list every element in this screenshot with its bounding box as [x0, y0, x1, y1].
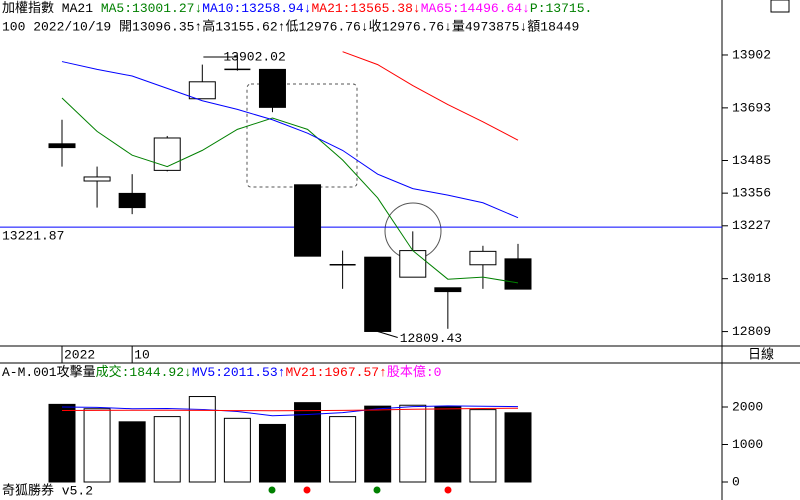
signal-dot — [444, 486, 452, 494]
volume-bar — [469, 409, 497, 483]
signal-dot — [303, 486, 311, 494]
volume-bar — [399, 404, 427, 483]
legend-entry: 成交:1844.92↓ — [96, 364, 192, 380]
candle-body — [258, 68, 286, 108]
volume-bar — [223, 417, 251, 483]
candle-body — [83, 176, 111, 182]
y-tick-label: 2000 — [732, 399, 763, 414]
volume-bar — [329, 416, 357, 483]
footer: 奇狐勝券 v5.2 — [2, 482, 93, 498]
header-line: 加權指數 MA21 MA5:13001.27↓MA10:13258.94↓MA2… — [2, 1, 592, 16]
legend-entry: MA5:13001.27↓ — [101, 1, 202, 16]
candle-body — [118, 192, 146, 209]
signal-dot — [373, 486, 381, 494]
volume-bar — [504, 412, 532, 483]
annotation: 12809.43 — [400, 331, 462, 346]
candle-body — [434, 287, 462, 293]
legend-entry: MA21:13565.38↓ — [311, 1, 420, 16]
ma-line — [61, 97, 519, 284]
window-icon[interactable] — [770, 0, 790, 13]
candle-body — [469, 250, 497, 266]
volume-bar — [364, 405, 392, 483]
ma-line — [342, 51, 519, 141]
volume-bar — [434, 406, 462, 483]
volume-bar — [48, 403, 76, 483]
ma-line — [61, 407, 519, 412]
candle-body — [294, 184, 322, 257]
y-tick-label: 13693 — [732, 100, 771, 115]
annotation-leader — [377, 330, 398, 338]
volume-header: A-M.001攻擊量成交:1844.92↓MV5:2011.53↑MV21:19… — [2, 364, 441, 380]
legend-entry: MA10:13258.94↓ — [202, 1, 311, 16]
title: 加權指數 MA21 — [2, 1, 93, 16]
ma-line — [61, 405, 519, 417]
y-tick-label: 13356 — [732, 186, 771, 201]
candle-body — [188, 81, 216, 100]
indicator: 股本億:0 — [387, 364, 442, 380]
candle-body — [399, 250, 427, 278]
volume-bar — [258, 423, 286, 483]
volume-title: A-M.001攻擊量 — [2, 364, 96, 380]
candle-body — [364, 256, 392, 332]
y-tick-label: 13902 — [732, 47, 771, 62]
volume-bar — [153, 416, 181, 483]
annotation: 13902.02 — [223, 49, 285, 64]
y-tick-label: 0 — [732, 474, 740, 489]
y-tick-label: 13227 — [732, 218, 771, 233]
volume-bar — [118, 421, 146, 483]
candle-body — [153, 137, 181, 171]
info-line: 100 2022/10/19 開13096.35↑高13155.62↑低1297… — [2, 18, 579, 34]
x-tick-label: 2022 — [64, 347, 95, 362]
volume-bar — [83, 408, 111, 483]
candle-body — [504, 258, 532, 290]
y-tick-label: 13018 — [732, 271, 771, 286]
legend-entry: MV21:1967.57↑ — [285, 365, 386, 380]
signal-dot — [268, 486, 276, 494]
legend-entry: MV5:2011.53↑ — [192, 365, 286, 380]
x-tick-label: 10 — [134, 347, 150, 362]
ma-line — [61, 61, 519, 219]
period-label[interactable]: 日線 — [748, 346, 774, 362]
volume-bar — [294, 402, 322, 483]
y-tick-label: 12809 — [732, 324, 771, 339]
y-tick-label: 13485 — [732, 153, 771, 168]
indicator: P:13715. — [530, 1, 592, 16]
y-tick-label: 1000 — [732, 437, 763, 452]
indicator: MA65:14496.64↓ — [421, 1, 530, 16]
candle-body — [48, 143, 76, 149]
reference-label: 13221.87 — [2, 229, 64, 244]
